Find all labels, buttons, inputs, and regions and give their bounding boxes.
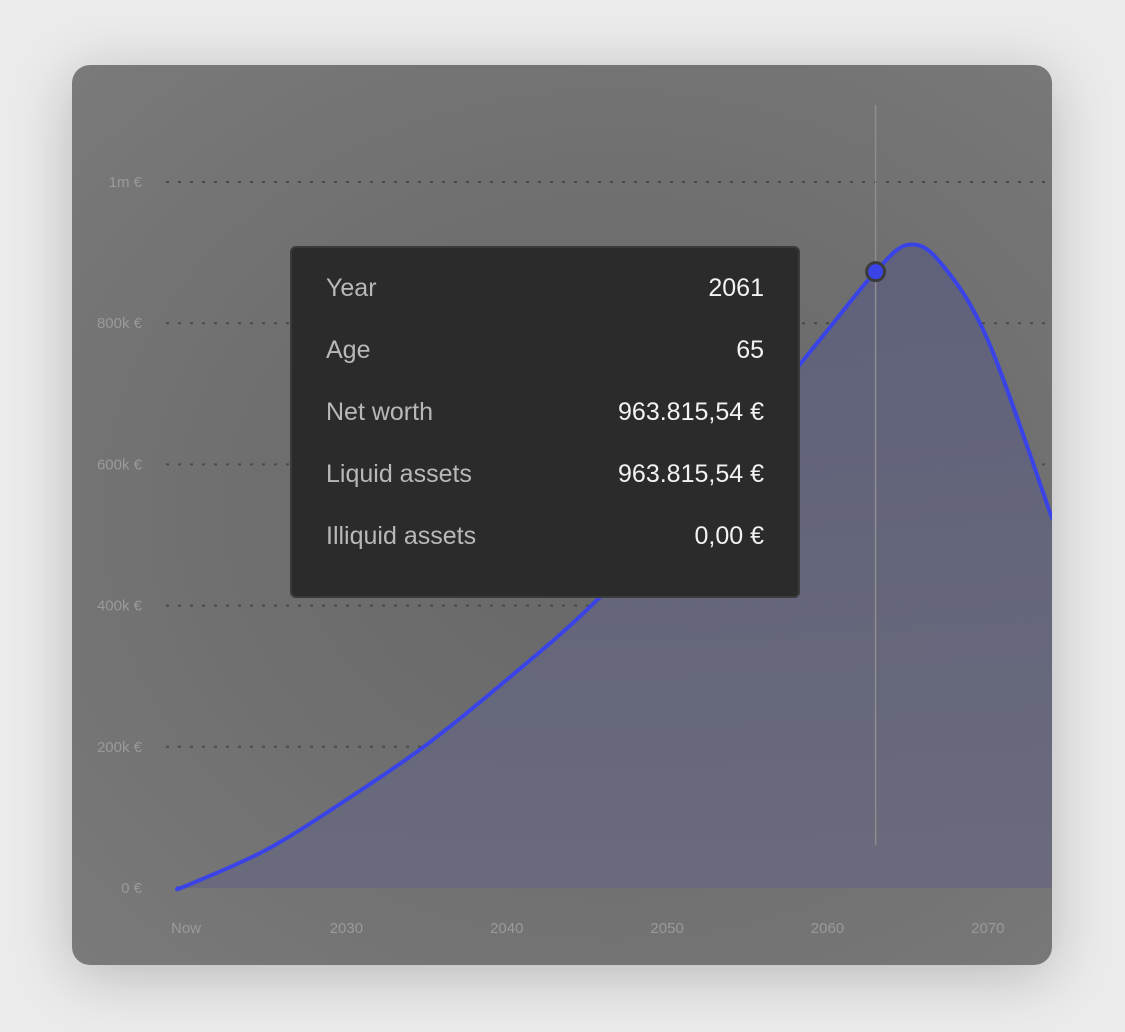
- chart-card: 0 € 200k € 400k € 600k € 800k € 1m € Now 2030 20…: [72, 65, 1052, 965]
- tooltip-row-liquid-assets: Liquid assets 963.815,54 €: [326, 460, 764, 522]
- tooltip-row-net-worth: Net worth 963.815,54 €: [326, 398, 764, 460]
- y-tick-label: 600k €: [97, 456, 143, 473]
- x-tick-label: 2070: [971, 920, 1004, 937]
- tooltip-label: Year: [326, 274, 377, 302]
- tooltip-label: Liquid assets: [326, 460, 472, 488]
- y-tick-label: 0 €: [121, 880, 143, 897]
- tooltip-row-age: Age 65: [326, 336, 764, 398]
- chart-tooltip: Year 2061 Age 65 Net worth 963.815,54 € Liq…: [290, 246, 800, 598]
- tooltip-value: 963.815,54 €: [618, 460, 764, 488]
- tooltip-label: Net worth: [326, 398, 433, 426]
- tooltip-row-illiquid-assets: Illiquid assets 0,00 €: [326, 522, 764, 584]
- tooltip-value: 0,00 €: [694, 522, 764, 550]
- y-tick-label: 400k €: [97, 598, 143, 615]
- tooltip-row-year: Year 2061: [326, 274, 764, 336]
- x-tick-label: 2040: [490, 920, 523, 937]
- x-tick-label: Now: [171, 920, 201, 937]
- tooltip-value: 2061: [708, 274, 764, 302]
- tooltip-value: 65: [736, 336, 764, 364]
- hover-point: [865, 261, 887, 283]
- y-tick-label: 1m €: [109, 174, 143, 191]
- net-worth-chart[interactable]: 0 € 200k € 400k € 600k € 800k € 1m € Now 2030 20…: [72, 65, 1052, 965]
- area-fill: [176, 244, 1052, 890]
- x-tick-label: 2050: [650, 920, 683, 937]
- y-tick-label: 800k €: [97, 315, 143, 332]
- tooltip-label: Illiquid assets: [326, 522, 477, 550]
- tooltip-label: Age: [326, 336, 371, 364]
- tooltip-value: 963.815,54 €: [618, 398, 764, 426]
- x-tick-label: 2030: [330, 920, 363, 937]
- x-tick-label: 2060: [811, 920, 844, 937]
- y-tick-label: 200k €: [97, 739, 143, 756]
